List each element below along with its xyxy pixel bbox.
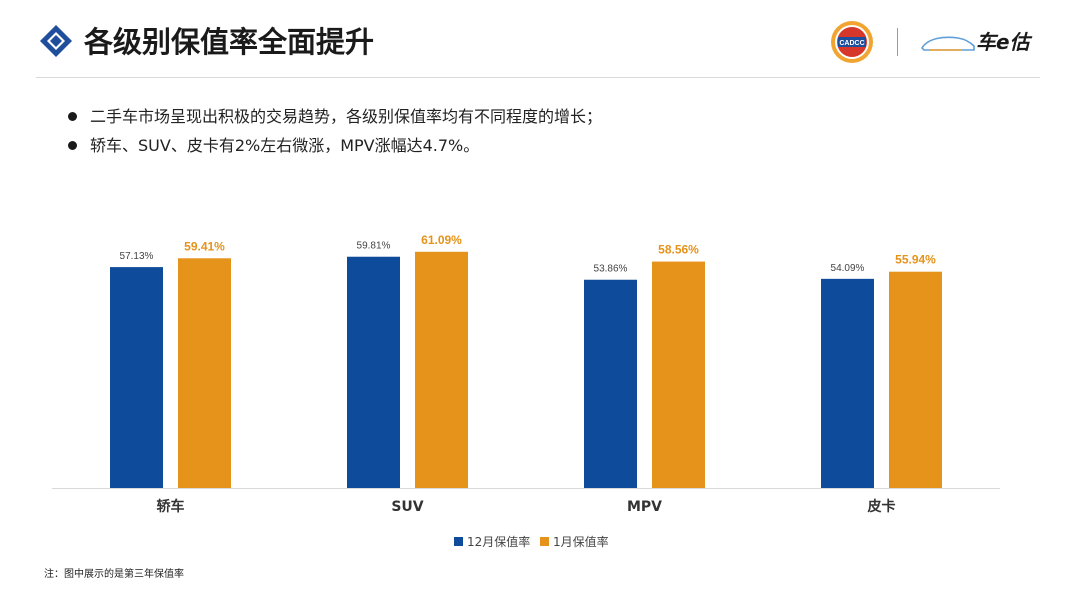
data-label: 59.41% xyxy=(184,239,225,253)
bar-jan-2 xyxy=(652,261,705,488)
bullet-text: 轿车、SUV、皮卡有2%左右微涨，MPV涨幅达4.7%。 xyxy=(90,136,480,155)
x-tick-label: MPV xyxy=(627,499,662,515)
footnote: 注：图中展示的是第三年保值率 xyxy=(44,569,184,580)
x-tick-label: 皮卡 xyxy=(867,498,896,515)
bar-jan-3 xyxy=(889,271,942,488)
bullet-item: 轿车、SUV、皮卡有2%左右微涨，MPV涨幅达4.7%。 xyxy=(68,133,602,162)
data-label: 54.09% xyxy=(831,263,865,274)
data-label: 55.94% xyxy=(895,253,936,267)
data-label: 57.13% xyxy=(120,251,154,262)
cadcc-seal-logo: CADCC xyxy=(831,21,873,63)
car-outline-icon xyxy=(920,36,975,51)
data-label: 53.86% xyxy=(594,264,628,275)
data-label: 58.56% xyxy=(658,243,699,257)
bar-jan-0 xyxy=(178,258,231,488)
bullet-text: 二手车市场呈现出积极的交易趋势，各级别保值率均有不同程度的增长； xyxy=(90,107,603,126)
bar-dec-0 xyxy=(110,267,163,488)
header-divider xyxy=(36,77,1040,78)
bar-jan-1 xyxy=(415,251,468,488)
bar-dec-3 xyxy=(821,278,874,488)
bullet-list: 二手车市场呈现出积极的交易趋势，各级别保值率均有不同程度的增长； 轿车、SUV、… xyxy=(68,104,602,162)
brand-name: 车e估 xyxy=(976,30,1030,54)
bullet-item: 二手车市场呈现出积极的交易趋势，各级别保值率均有不同程度的增长； xyxy=(68,104,602,133)
bar-dec-1 xyxy=(347,256,400,488)
page-title: 各级别保值率全面提升 xyxy=(84,25,375,59)
diamond-bullet-icon xyxy=(40,25,72,57)
legend-swatch xyxy=(540,537,549,546)
bar-dec-2 xyxy=(584,279,637,488)
legend-label: 12月保值率 xyxy=(467,534,530,549)
logo-separator xyxy=(897,28,898,56)
data-label: 59.81% xyxy=(357,241,391,252)
x-tick-label: 轿车 xyxy=(157,498,185,515)
cadcc-logo-text: CADCC xyxy=(839,40,864,47)
legend-label: 1月保值率 xyxy=(553,534,609,549)
bullet-dot-icon xyxy=(68,112,77,121)
x-tick-label: SUV xyxy=(391,499,423,515)
legend-swatch xyxy=(454,537,463,546)
data-label: 61.09% xyxy=(421,233,462,247)
bullet-dot-icon xyxy=(68,141,77,150)
